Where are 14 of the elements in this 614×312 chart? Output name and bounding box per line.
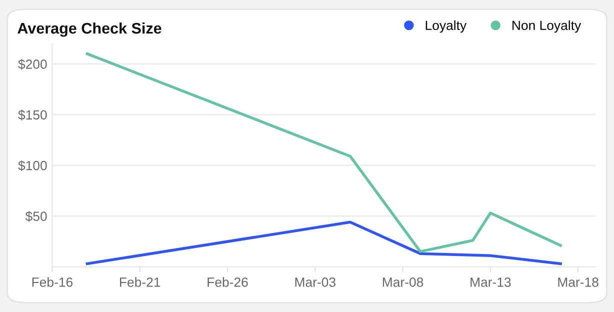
x-tick-label: Mar-13 [470, 278, 511, 287]
x-tick-label: Feb-26 [208, 277, 248, 287]
x-tick-label: Feb-16 [32, 277, 73, 287]
x-tick-label: Mar-18 [558, 278, 598, 287]
chart-title: Average Check Size [18, 22, 162, 37]
x-tick-label: Mar-08 [382, 278, 424, 287]
y-tick-label: $150 [18, 110, 47, 120]
x-tick-label: Mar-03 [295, 278, 336, 287]
legend-label: Non Loyalty [512, 20, 582, 33]
x-tick-label: Feb-21 [120, 277, 160, 287]
y-tick-label: $100 [18, 160, 47, 172]
legend-label: Loyalty [426, 20, 467, 33]
y-tick-label: $50 [25, 211, 47, 222]
y-tick-label: $200 [18, 58, 47, 70]
